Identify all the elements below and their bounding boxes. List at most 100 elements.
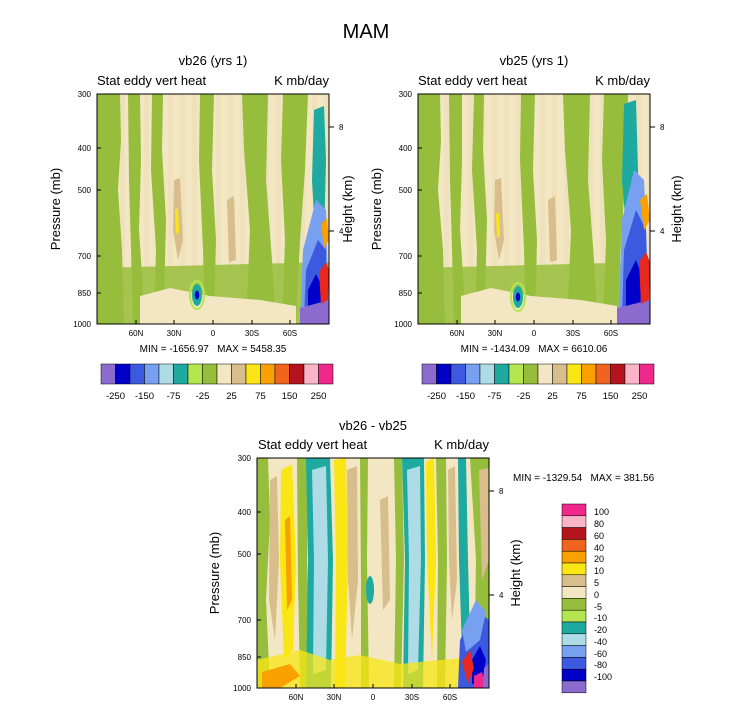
colorbar-swatch [561, 515, 587, 528]
x-tick: 60N [129, 320, 144, 338]
colorbar-label: 25 [547, 391, 558, 402]
colorbar-vertical: 100 80 60 40 20 10 5 0 -5 -10 -20 -40 -6… [561, 503, 612, 694]
x-tick: 30S [245, 320, 259, 338]
panel-right-label: K mb/day [434, 437, 489, 452]
x-tick-label: 60N [450, 329, 465, 338]
y-tick-label: 300 [399, 90, 413, 99]
panel-title: vb25 (yrs 1) [500, 53, 569, 68]
colorbar-swatch [561, 562, 587, 576]
fill-south-lightblue [462, 600, 486, 652]
fill-paleblue-band-2 [407, 466, 421, 674]
colorbar-swatch [561, 645, 587, 658]
fill-tan-right [448, 466, 457, 620]
colorbar-swatch [561, 574, 587, 587]
fill-south-purple [617, 300, 650, 324]
colorbar-swatch [158, 363, 174, 385]
panel-right-label: K mb/day [274, 73, 329, 88]
colorbar-label: -80 [594, 660, 607, 670]
colorbar-swatch [561, 657, 587, 670]
y2-tick-label: 4 [499, 591, 504, 600]
x-tick: 30S [566, 320, 580, 338]
colorbar-swatch [245, 363, 261, 385]
y-ticks: 300 400 500 700 850 1000 [73, 90, 101, 329]
contour-fill [257, 458, 489, 688]
y-tick-label: 400 [399, 144, 413, 153]
fill-cell-teal-core [515, 292, 521, 302]
colorbar-swatch [561, 633, 587, 646]
colorbar-swatch [561, 503, 587, 517]
colorbar-label: 10 [594, 566, 604, 576]
contour-fill [97, 94, 329, 324]
x-tick-label: 60S [443, 693, 457, 702]
colorbar-label: -75 [167, 391, 181, 402]
colorbar-swatch [561, 609, 587, 623]
colorbar-label: 5 [594, 578, 599, 588]
x-tick-label: 30N [167, 329, 182, 338]
colorbar-swatch [595, 363, 611, 385]
y2-tick-label: 8 [499, 487, 504, 496]
panel-left-label: Stat eddy vert heat [258, 437, 368, 452]
x-tick-label: 60N [289, 693, 304, 702]
y-tick-label: 300 [78, 90, 92, 99]
colorbar-swatch [144, 363, 160, 385]
fill-cell-lightgreen [510, 282, 526, 312]
x-tick: 60S [604, 320, 618, 338]
colorbar-label: -150 [135, 391, 154, 402]
colorbar-label: -40 [594, 637, 607, 647]
colorbar-swatch [100, 363, 116, 385]
y2-tick: 4 [489, 591, 504, 600]
x-tick: 60S [283, 320, 297, 338]
fill-south-red [639, 252, 650, 304]
fill-cell-lightgreen [189, 280, 205, 310]
x-tick-label: 0 [371, 693, 376, 702]
x-tick: 30N [167, 320, 182, 338]
colorbar-swatch [494, 363, 510, 385]
y-tick-label: 1000 [394, 320, 412, 329]
fill-south-red [319, 262, 329, 304]
colorbar-swatch [610, 363, 626, 385]
y-tick-label: 400 [238, 508, 252, 517]
fill-green-band-d [436, 458, 447, 688]
colorbar-swatch [274, 363, 290, 385]
fill-teal-cell [366, 576, 374, 604]
fill-cream-lower [461, 288, 617, 324]
y2-tick-label: 4 [339, 227, 344, 236]
min-max-readout: MIN = -1329.54 MAX = 381.56 [513, 473, 655, 484]
x-tick: 30N [488, 320, 503, 338]
fill-south-red [462, 650, 474, 684]
colorbar-swatch [561, 621, 587, 635]
x-tick-label: 30N [488, 329, 503, 338]
colorbar-swatch [624, 363, 640, 385]
y-tick-label: 500 [78, 186, 92, 195]
x-tick: 0 [532, 320, 537, 338]
fill-cream-lower [140, 288, 296, 324]
panel-left-label: Stat eddy vert heat [418, 73, 528, 88]
fill-lower-orange [262, 664, 300, 688]
colorbar-label: 80 [594, 519, 604, 529]
y-tick: 300 [399, 90, 422, 99]
colorbar-label: 0 [594, 590, 599, 600]
colorbar-swatch [566, 363, 582, 385]
y-tick: 1000 [73, 320, 101, 329]
colorbar-swatch [303, 363, 319, 385]
colorbar-swatch [561, 668, 587, 682]
colorbar-label: -150 [456, 391, 475, 402]
colorbar-label: -25 [196, 391, 210, 402]
fill-tan-streak-2 [548, 196, 557, 262]
x-ticks: 60N 30N 0 30S 60S [129, 320, 297, 338]
x-tick-label: 30S [405, 693, 419, 702]
colorbar-label: 75 [255, 391, 266, 402]
y-tick: 300 [238, 454, 261, 463]
panel-right-label: K mb/day [595, 73, 650, 88]
y2-tick: 8 [650, 123, 665, 132]
colorbar-swatch [187, 363, 203, 385]
colorbar-label: -250 [427, 391, 446, 402]
y-tick: 850 [78, 289, 101, 298]
y-tick: 500 [78, 186, 101, 195]
y-tick-label: 500 [399, 186, 413, 195]
colorbar-label: 100 [594, 507, 609, 517]
y2-ticks: 8 4 [329, 123, 344, 236]
fill-green-left [97, 94, 124, 324]
x-tick: 60S [443, 684, 457, 702]
colorbar-label: 75 [576, 391, 587, 402]
